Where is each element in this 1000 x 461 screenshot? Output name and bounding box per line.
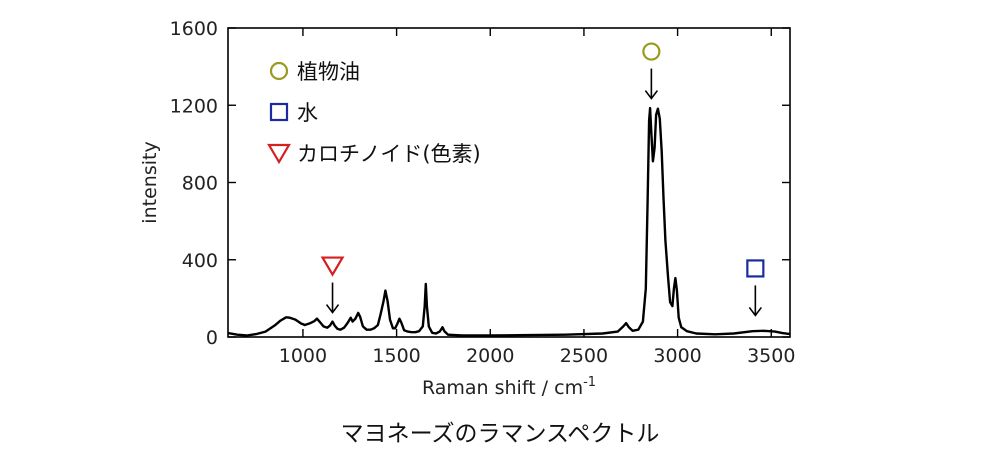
x-axis-label: Raman shift / cm-1 <box>422 375 596 399</box>
legend-label: 植物油 <box>297 60 360 84</box>
x-tick-label: 1000 <box>279 345 327 367</box>
annotation-marker-square <box>746 259 765 278</box>
annotation-arrowhead <box>644 90 659 100</box>
annotation-arrowhead <box>325 304 340 314</box>
annotations <box>320 42 765 317</box>
x-tick-label: 3500 <box>747 345 795 367</box>
legend-marker-square <box>269 102 289 122</box>
axes: 1000 1500 2000 2500 3000 3500 0 400 800 1200 1600 R… <box>139 18 795 399</box>
spectrum-line <box>227 106 791 337</box>
legend-label: 水 <box>297 101 318 125</box>
legend-marker-circle <box>269 61 289 81</box>
y-tick-label: 800 <box>182 173 218 195</box>
x-tick-label: 1500 <box>372 345 420 367</box>
chart-caption: マヨネーズのラマンスペクトル <box>340 421 660 447</box>
plot-area <box>227 106 791 337</box>
x-tick-label: 2000 <box>466 345 514 367</box>
annotation-arrowhead <box>748 306 762 317</box>
annotation-marker-circle <box>642 42 661 61</box>
legend-label: カロチノイド(色素) <box>297 142 481 166</box>
y-tick-label: 1200 <box>170 95 218 117</box>
y-axis-label: intensity <box>139 141 161 223</box>
x-tick-label: 3000 <box>653 345 701 367</box>
annotation-marker-triangle-down <box>320 256 345 277</box>
x-tick-label: 2500 <box>560 345 608 367</box>
legend-marker-triangle-down <box>267 143 291 165</box>
y-tick-label: 1600 <box>170 18 218 40</box>
y-tick-label: 400 <box>182 250 218 272</box>
y-tick-label: 0 <box>206 327 218 349</box>
